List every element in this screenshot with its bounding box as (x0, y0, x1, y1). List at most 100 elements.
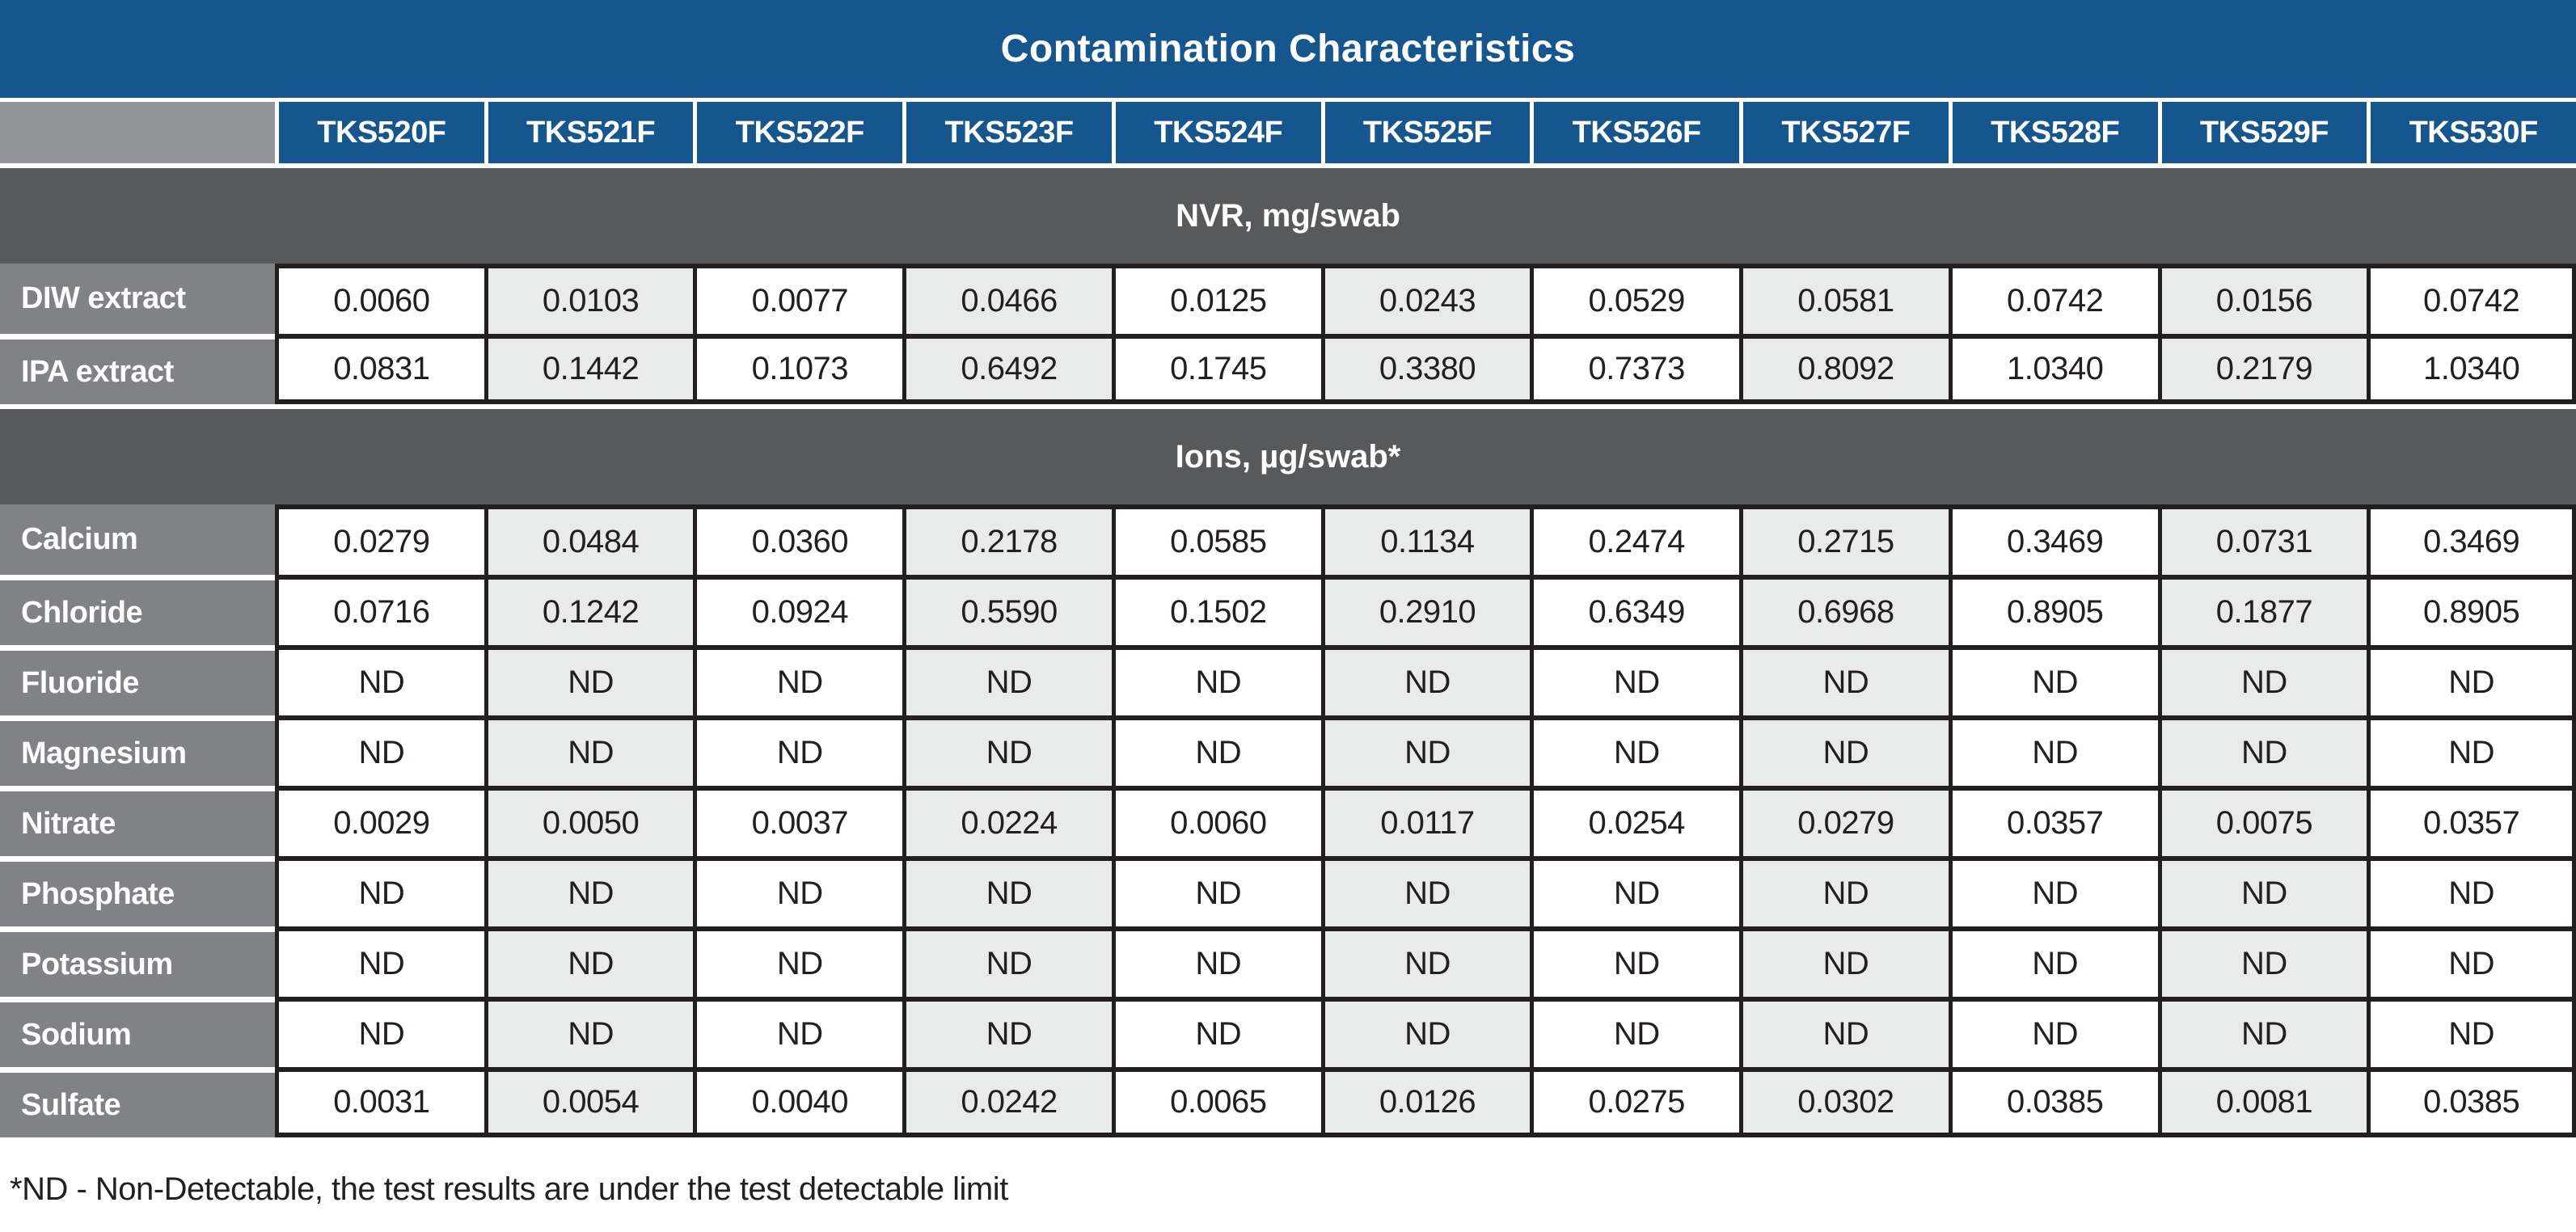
data-cell: ND (2157, 856, 2367, 926)
data-cell: 0.0279 (275, 504, 484, 575)
data-cell: 0.3469 (2367, 504, 2576, 575)
table-row: Phosphate ND ND ND ND ND ND ND ND ND ND ND (0, 856, 2576, 926)
table-row: Potassium ND ND ND ND ND ND ND ND ND ND ND (0, 926, 2576, 997)
data-cell: ND (902, 997, 1112, 1067)
data-cell: 0.0081 (2157, 1067, 2367, 1137)
column-header: TKS523F (906, 102, 1112, 163)
data-cell: ND (484, 997, 694, 1067)
data-cell: 0.0050 (484, 786, 694, 856)
table-row: Nitrate 0.0029 0.0050 0.0037 0.0224 0.0060 0.0… (0, 786, 2576, 856)
table-body: NVR, mg/swab DIW extract 0.0060 0.0103 0.007… (0, 168, 2576, 1137)
table-title-bar: Contamination Characteristics (0, 0, 2576, 102)
data-cell: ND (2157, 715, 2367, 786)
data-cell: ND (1320, 926, 1531, 997)
data-cell: 0.0831 (275, 334, 484, 404)
data-cell: ND (1320, 715, 1531, 786)
data-cell: ND (1530, 997, 1740, 1067)
data-cell: 0.0357 (2367, 786, 2576, 856)
data-cell: ND (275, 997, 484, 1067)
data-cell: ND (1111, 856, 1321, 926)
data-cell: ND (1739, 926, 1949, 997)
data-cell: 0.1242 (484, 575, 694, 645)
column-header: TKS521F (488, 102, 694, 163)
table-row: Magnesium ND ND ND ND ND ND ND ND ND ND ND (0, 715, 2576, 786)
data-cell: 0.0029 (275, 786, 484, 856)
data-cell: 0.0040 (693, 1067, 903, 1137)
data-cell: ND (2157, 645, 2367, 715)
data-cell: 0.2474 (1530, 504, 1740, 575)
data-cell: 0.1134 (1320, 504, 1531, 575)
data-cell: 0.0279 (1739, 786, 1949, 856)
data-cell: ND (2367, 926, 2576, 997)
data-cell: ND (693, 926, 903, 997)
data-cell: ND (693, 856, 903, 926)
row-label: Magnesium (0, 715, 275, 786)
data-cell: 0.1502 (1111, 575, 1321, 645)
data-cell: 0.6492 (902, 334, 1112, 404)
data-cell: 0.0385 (2367, 1067, 2576, 1137)
data-cell: 0.1745 (1111, 334, 1321, 404)
data-cell: ND (1739, 997, 1949, 1067)
data-cell: ND (1530, 856, 1740, 926)
column-header: TKS520F (279, 102, 484, 163)
data-cell: ND (275, 645, 484, 715)
data-cell: 0.2178 (902, 504, 1112, 575)
data-cell: ND (1530, 926, 1740, 997)
table-section: Ions, µg/swab* Calcium 0.0279 0.0484 0.0360 0… (0, 409, 2576, 1137)
data-cell: 0.7373 (1530, 334, 1740, 404)
data-cell: 0.0385 (1948, 1067, 2158, 1137)
data-cell: ND (693, 997, 903, 1067)
data-cell: 0.0581 (1739, 264, 1949, 334)
row-label: Nitrate (0, 786, 275, 856)
data-cell: 0.0243 (1320, 264, 1531, 334)
data-cell: 0.0031 (275, 1067, 484, 1137)
corner-cell (0, 102, 275, 163)
data-cell: 1.0340 (1948, 334, 2158, 404)
table-row: Chloride 0.0716 0.1242 0.0924 0.5590 0.1502 0.… (0, 575, 2576, 645)
data-cell: 0.0742 (2367, 264, 2576, 334)
data-cell: 0.0077 (693, 264, 903, 334)
data-cell: 0.0125 (1111, 264, 1321, 334)
data-cell: ND (2157, 926, 2367, 997)
table-row: IPA extract 0.0831 0.1442 0.1073 0.6492 0.174… (0, 334, 2576, 404)
data-cell: 1.0340 (2367, 334, 2576, 404)
data-cell: 0.8905 (1948, 575, 2158, 645)
data-cell: 0.0924 (693, 575, 903, 645)
data-cell: ND (1111, 997, 1321, 1067)
column-header: TKS525F (1324, 102, 1531, 163)
row-label: Calcium (0, 504, 275, 575)
data-cell: ND (1739, 715, 1949, 786)
data-cell: 0.1073 (693, 334, 903, 404)
data-cell: ND (1530, 715, 1740, 786)
data-cell: ND (902, 645, 1112, 715)
row-label: IPA extract (0, 334, 275, 404)
table-row: Sulfate 0.0031 0.0054 0.0040 0.0242 0.0065 0.0… (0, 1067, 2576, 1137)
data-cell: 0.0060 (275, 264, 484, 334)
column-header: TKS530F (2371, 102, 2576, 163)
data-cell: 0.1442 (484, 334, 694, 404)
row-label: Potassium (0, 926, 275, 997)
row-label: Fluoride (0, 645, 275, 715)
data-cell: 0.5590 (902, 575, 1112, 645)
data-cell: 0.0060 (1111, 786, 1321, 856)
data-cell: ND (1320, 997, 1531, 1067)
data-cell: 0.0585 (1111, 504, 1321, 575)
table-section: NVR, mg/swab DIW extract 0.0060 0.0103 0.007… (0, 168, 2576, 404)
data-cell: 0.6968 (1739, 575, 1949, 645)
data-cell: 0.0716 (275, 575, 484, 645)
footnote: *ND - Non-Detectable, the test results a… (10, 1171, 1008, 1207)
data-cell: ND (2367, 715, 2576, 786)
data-cell: ND (2367, 645, 2576, 715)
data-cell: 0.0275 (1530, 1067, 1740, 1137)
data-cell: ND (1111, 645, 1321, 715)
data-cell: ND (1320, 856, 1531, 926)
data-cell: 0.0126 (1320, 1067, 1531, 1137)
data-cell: 0.2179 (2157, 334, 2367, 404)
data-cell: 0.2910 (1320, 575, 1531, 645)
row-label: DIW extract (0, 264, 275, 334)
data-cell: ND (902, 715, 1112, 786)
data-cell: 0.0484 (484, 504, 694, 575)
row-label: Sodium (0, 997, 275, 1067)
data-cell: ND (484, 856, 694, 926)
data-cell: ND (1530, 645, 1740, 715)
